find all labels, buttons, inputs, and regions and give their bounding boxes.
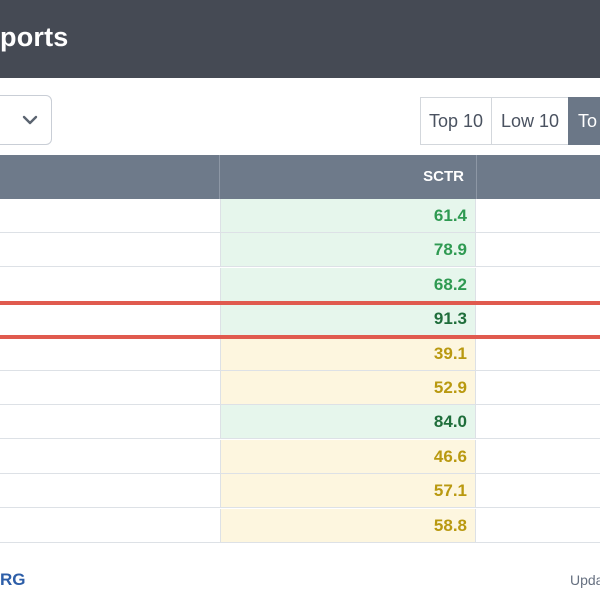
page-title: ports <box>0 22 69 52</box>
column-divider <box>476 155 477 199</box>
table-row[interactable]: 39.1 <box>0 336 600 371</box>
symbol-cell <box>0 267 220 301</box>
symbol-cell <box>0 474 220 508</box>
table-row[interactable]: 58.8 <box>0 508 600 543</box>
page-header: ports <box>0 0 600 78</box>
low-10-button[interactable]: Low 10 <box>491 97 569 145</box>
symbol-cell <box>0 405 220 439</box>
symbol-cell <box>0 199 220 232</box>
sctr-value: 46.6 <box>220 439 476 473</box>
sctr-value: 52.9 <box>220 371 476 404</box>
symbol-cell <box>0 439 220 473</box>
column-header-sctr[interactable]: SCTR <box>423 168 464 185</box>
chevron-down-icon <box>22 115 38 125</box>
footer-link[interactable]: RG <box>0 570 26 589</box>
table-row[interactable]: 78.9 <box>0 233 600 268</box>
table-row[interactable]: 91.3 <box>0 302 600 337</box>
top-button-active[interactable]: To <box>568 97 600 145</box>
symbol-cell <box>0 302 220 336</box>
extra-cell <box>476 267 600 301</box>
extra-cell <box>476 233 600 267</box>
table-row[interactable]: 52.9 <box>0 371 600 405</box>
table-row[interactable]: 61.4 <box>0 199 600 233</box>
top-10-button[interactable]: Top 10 <box>420 97 492 145</box>
extra-cell <box>476 199 600 232</box>
table-row[interactable]: 46.6 <box>0 439 600 474</box>
sctr-value: 61.4 <box>220 199 476 232</box>
table-header: SCTR <box>0 155 600 199</box>
extra-cell <box>476 508 600 542</box>
symbol-cell <box>0 233 220 267</box>
sctr-value: 78.9 <box>220 233 476 267</box>
extra-cell <box>476 336 600 370</box>
symbol-cell <box>0 371 220 404</box>
symbol-cell <box>0 336 220 370</box>
symbol-cell <box>0 508 220 542</box>
table-row[interactable]: 68.2 <box>0 267 600 302</box>
sctr-value: 57.1 <box>220 474 476 508</box>
filter-select[interactable] <box>0 95 52 145</box>
extra-cell <box>476 302 600 336</box>
extra-cell <box>476 439 600 473</box>
extra-cell <box>476 405 600 439</box>
extra-cell <box>476 474 600 508</box>
sctr-value: 39.1 <box>220 336 476 370</box>
sctr-value: 91.3 <box>220 302 476 336</box>
sctr-value: 58.8 <box>220 508 476 542</box>
column-divider <box>219 155 220 199</box>
sctr-value: 84.0 <box>220 405 476 439</box>
table-row[interactable]: 84.0 <box>0 405 600 440</box>
updated-text: Upda <box>570 572 600 588</box>
sctr-value: 68.2 <box>220 267 476 301</box>
extra-cell <box>476 371 600 404</box>
table-row[interactable]: 57.1 <box>0 474 600 509</box>
top-low-toggle: Top 10 Low 10 To <box>420 97 600 145</box>
